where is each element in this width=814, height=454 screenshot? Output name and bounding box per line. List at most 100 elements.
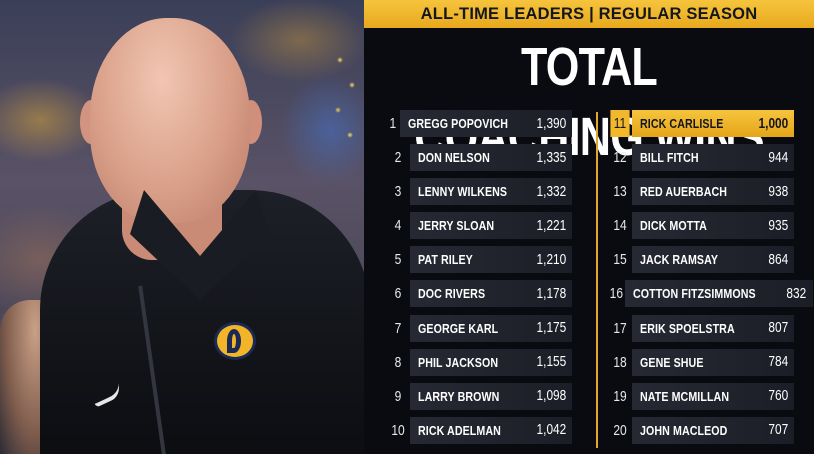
coach-name: RICK ADELMAN [418,422,501,438]
leader-row: 4 JERRY SLOAN 1,221 [386,212,572,240]
win-total: 1,175 [536,320,566,337]
leader-row: 20 JOHN MACLEOD 707 [608,416,794,444]
rank-number: 19 [613,387,627,405]
leader-bar: COTTON FITZSIMMONS 832 [624,280,813,308]
rank-number: 6 [394,285,402,303]
leader-row: 12 BILL FITCH 944 [608,144,794,172]
leader-row: 2 DON NELSON 1,335 [386,144,572,172]
leader-bar: GEORGE KARL 1,175 [410,314,572,342]
leader-row: 3 LENNY WILKENS 1,332 [386,178,572,206]
coach-name: LENNY WILKENS [418,184,508,200]
win-total: 1,155 [536,354,566,371]
leader-bar: BILL FITCH 944 [632,144,794,172]
rank-number: 3 [394,183,402,201]
leader-row: 15 JACK RAMSAY 864 [608,246,794,274]
coach-photo [0,0,364,454]
coach-name: BILL FITCH [640,150,699,166]
rank-number: 13 [613,183,627,201]
leader-bar: JERRY SLOAN 1,221 [410,212,572,240]
win-total: 1,098 [536,388,566,405]
leader-bar: JOHN MACLEOD 707 [632,416,794,444]
leader-row: 11 RICK CARLISLE 1,000 [608,110,794,137]
coach-name: COTTON FITZSIMMONS [632,286,756,302]
rank-number: 20 [613,421,627,439]
leader-bar: PHIL JACKSON 1,155 [410,348,572,376]
win-total: 832 [786,285,807,302]
coach-head [90,18,250,223]
rank-number: 8 [394,353,402,371]
leader-row: 16 COTTON FITZSIMMONS 832 [608,280,813,308]
win-total: 1,178 [536,285,566,302]
coach-name: DICK MOTTA [640,218,707,234]
coach-name: PAT RILEY [418,252,473,268]
leader-bar: DOC RIVERS 1,178 [410,280,572,308]
win-total: 1,042 [536,422,566,439]
coach-name: GENE SHUE [640,354,704,370]
coach-name: ERIK SPOELSTRA [640,320,735,336]
rank-number: 10 [391,421,405,439]
column-divider [596,112,598,448]
win-total: 864 [768,251,788,268]
leader-bar: PAT RILEY 1,210 [410,246,572,274]
leader-bar: LENNY WILKENS 1,332 [410,178,572,206]
coach-name: NATE MCMILLAN [640,388,730,404]
win-total: 807 [768,320,788,337]
leader-bar: DICK MOTTA 935 [632,212,794,240]
leader-bar: RED AUERBACH 938 [632,178,794,206]
leaders-panel: ALL-TIME LEADERS | REGULAR SEASON TOTAL … [364,0,814,454]
leader-row: 1 GREGG POPOVICH 1,390 [386,110,572,137]
leader-row: 5 PAT RILEY 1,210 [386,246,572,274]
leader-row: 13 RED AUERBACH 938 [608,178,794,206]
leader-row: 9 LARRY BROWN 1,098 [386,382,572,410]
leader-row: 17 ERIK SPOELSTRA 807 [608,314,794,342]
leader-row: 18 GENE SHUE 784 [608,348,794,376]
coach-name: PHIL JACKSON [418,354,499,370]
pacers-logo-icon [214,322,256,360]
win-total: 1,221 [536,217,566,234]
rank-number: 11 [610,110,630,137]
page-title: TOTAL COACHING WINS [414,37,764,167]
coach-name: LARRY BROWN [418,388,500,404]
leaders-column-left: 1 GREGG POPOVICH 1,390 2 DON NELSON 1,335 3 LEN… [386,110,572,451]
rank-number: 12 [613,149,627,167]
leader-bar: NATE MCMILLAN 760 [632,382,794,410]
leader-bar: RICK CARLISLE 1,000 [632,110,794,137]
win-total: 1,210 [536,251,566,268]
rank-number: 7 [394,319,402,337]
rank-number: 17 [613,319,627,337]
rank-number: 2 [394,149,402,167]
coach-name: DOC RIVERS [418,286,486,302]
arena-lights [330,40,364,160]
leader-row: 14 DICK MOTTA 935 [608,212,794,240]
rank-number: 1 [389,115,397,132]
rank-number: 5 [394,251,402,269]
win-total: 1,332 [536,183,566,200]
leader-bar: RICK ADELMAN 1,042 [410,416,572,444]
rank-number: 9 [394,387,402,405]
coach-name: GEORGE KARL [418,320,499,336]
coach-name: JOHN MACLEOD [640,422,728,438]
win-total: 784 [768,354,788,371]
banner: ALL-TIME LEADERS | REGULAR SEASON [364,0,814,28]
coach-name: JACK RAMSAY [640,252,719,268]
leader-bar: JACK RAMSAY 864 [632,246,794,274]
leader-row: 6 DOC RIVERS 1,178 [386,280,572,308]
leader-bar: DON NELSON 1,335 [410,144,572,172]
win-total: 1,000 [758,115,788,132]
rank-number: 14 [613,217,627,235]
rank-number: 16 [609,285,624,303]
win-total: 935 [768,217,788,234]
leader-bar: ERIK SPOELSTRA 807 [632,314,794,342]
leaders-column-right: 11 RICK CARLISLE 1,000 12 BILL FITCH 944 13 RED… [608,110,813,451]
win-total: 1,335 [536,149,566,166]
coach-name: DON NELSON [418,150,490,166]
rank-number: 15 [613,251,627,269]
leader-row: 19 NATE MCMILLAN 760 [608,382,794,410]
win-total: 760 [768,388,788,405]
rank-number: 18 [613,353,627,371]
leader-bar: GENE SHUE 784 [632,348,794,376]
win-total: 1,390 [536,115,566,132]
coach-name: JERRY SLOAN [418,218,495,234]
win-total: 707 [768,422,788,439]
leader-bar: GREGG POPOVICH 1,390 [399,110,572,137]
